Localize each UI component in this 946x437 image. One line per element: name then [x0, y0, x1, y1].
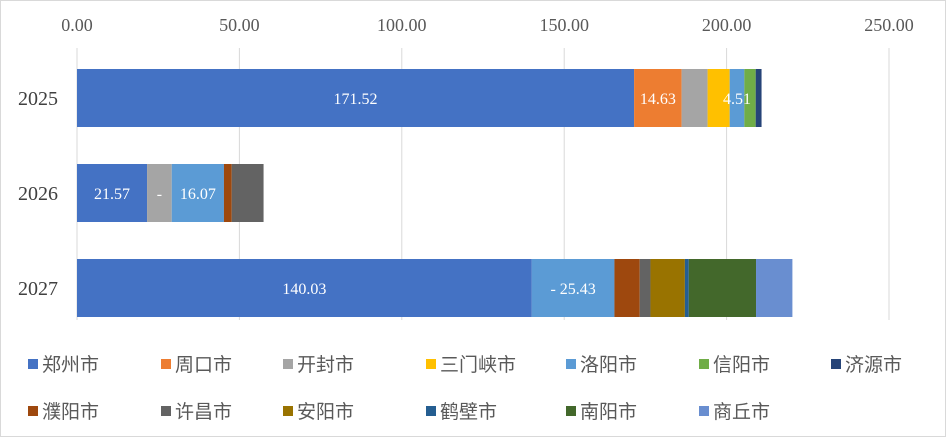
bar-segment	[614, 259, 640, 317]
bar-segment	[707, 69, 730, 127]
category-label: 2027	[18, 278, 58, 300]
legend-label: 洛阳市	[580, 354, 637, 376]
bar-segment	[650, 259, 685, 317]
data-label: 16.07	[180, 186, 216, 203]
legend-label: 南阳市	[580, 401, 637, 423]
legend-label: 许昌市	[175, 401, 232, 423]
data-label: 4.51	[723, 91, 751, 108]
legend-label: 三门峡市	[440, 354, 516, 376]
bar-segment	[755, 69, 762, 127]
legend-swatch	[28, 406, 38, 416]
legend-swatch	[283, 359, 293, 369]
legend-label: 开封市	[297, 354, 354, 376]
legend-label: 濮阳市	[42, 401, 99, 423]
x-axis-ticks: 0.00 50.00 100.00 150.00 200.00 250.00	[61, 15, 914, 35]
bar-segment	[684, 259, 689, 317]
legend-label: 周口市	[175, 354, 232, 376]
legend-swatch	[699, 406, 709, 416]
x-tick-label: 150.00	[539, 15, 589, 35]
y-axis-categories: 2025 2026 2027	[18, 88, 58, 300]
legend-swatch	[566, 359, 576, 369]
bar-segment	[756, 259, 793, 317]
legend-swatch	[28, 359, 38, 369]
category-label: 2025	[18, 88, 58, 110]
x-tick-label: 250.00	[864, 15, 914, 35]
x-tick-label: 100.00	[377, 15, 427, 35]
legend-swatch	[283, 406, 293, 416]
legend-swatch	[566, 406, 576, 416]
legend-swatch	[699, 359, 709, 369]
bar-segment	[639, 259, 651, 317]
bar-segment	[531, 259, 615, 317]
bar-segment	[147, 164, 172, 222]
x-tick-label: 50.00	[219, 15, 260, 35]
data-label: -	[157, 186, 162, 203]
bar-segment	[77, 259, 532, 317]
data-labels: 171.52 14.63 4.51 21.57 - 16.07 140.03 - 25.43	[94, 91, 751, 298]
bars	[77, 69, 793, 317]
bar-segment	[171, 164, 224, 222]
x-tick-label: 200.00	[702, 15, 752, 35]
category-label: 2026	[18, 183, 58, 205]
bar-segment	[729, 69, 745, 127]
bar-segment	[223, 164, 232, 222]
bar-segment	[681, 69, 708, 127]
legend-swatch	[831, 359, 841, 369]
bar-segment	[634, 69, 682, 127]
legend-label: 安阳市	[297, 401, 354, 423]
legend-label: 济源市	[845, 354, 902, 376]
legend-swatch	[426, 359, 436, 369]
bar-segment	[77, 69, 635, 127]
data-label: 171.52	[334, 91, 378, 108]
legend-swatch	[161, 406, 171, 416]
data-label: 21.57	[94, 186, 130, 203]
legend-swatch	[161, 359, 171, 369]
legend-label: 鹤壁市	[440, 401, 497, 423]
legend-label: 商丘市	[713, 401, 770, 423]
legend-label: 郑州市	[42, 354, 99, 376]
legend-label: 信阳市	[713, 354, 770, 376]
bar-segment	[688, 259, 757, 317]
bar-segment	[77, 164, 148, 222]
data-label: - 25.43	[550, 281, 595, 298]
legend-swatch	[426, 406, 436, 416]
data-label: 140.03	[282, 281, 326, 298]
data-label: 14.63	[640, 91, 676, 108]
bar-segment	[744, 69, 756, 127]
bar-segment	[231, 164, 264, 222]
x-tick-label: 0.00	[61, 15, 93, 35]
